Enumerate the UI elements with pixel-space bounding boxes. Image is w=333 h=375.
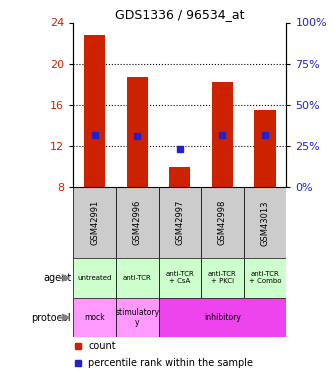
Text: protocol: protocol <box>32 312 71 322</box>
Text: percentile rank within the sample: percentile rank within the sample <box>88 358 253 368</box>
Bar <box>212 82 233 188</box>
Text: agent: agent <box>43 273 71 283</box>
Bar <box>84 35 105 188</box>
Text: untreated: untreated <box>77 275 112 281</box>
Bar <box>73 298 116 338</box>
Bar <box>201 258 244 298</box>
Text: count: count <box>88 341 116 351</box>
Text: anti-TCR
+ Combo: anti-TCR + Combo <box>249 272 281 284</box>
Bar <box>244 258 286 298</box>
Bar <box>169 167 190 188</box>
Bar <box>159 188 201 258</box>
Text: stimulatory
y: stimulatory y <box>115 308 159 327</box>
Text: mock: mock <box>84 313 105 322</box>
Text: anti-TCR
+ PKCi: anti-TCR + PKCi <box>208 272 237 284</box>
Bar <box>127 77 148 188</box>
Bar <box>159 298 286 338</box>
Bar <box>116 298 159 338</box>
Text: GSM43013: GSM43013 <box>260 200 270 246</box>
Bar <box>159 258 201 298</box>
Bar <box>116 258 159 298</box>
Bar <box>116 188 159 258</box>
Text: anti-TCR: anti-TCR <box>123 275 152 281</box>
Title: GDS1336 / 96534_at: GDS1336 / 96534_at <box>115 8 244 21</box>
Text: GSM42991: GSM42991 <box>90 200 99 245</box>
Bar <box>73 258 116 298</box>
Text: inhibitory: inhibitory <box>204 313 241 322</box>
Bar <box>254 110 276 188</box>
Bar <box>244 188 286 258</box>
Text: GSM42996: GSM42996 <box>133 200 142 246</box>
Text: GSM42998: GSM42998 <box>218 200 227 246</box>
Bar <box>201 188 244 258</box>
Bar <box>73 188 116 258</box>
Text: GSM42997: GSM42997 <box>175 200 184 246</box>
Text: anti-TCR
+ CsA: anti-TCR + CsA <box>166 272 194 284</box>
